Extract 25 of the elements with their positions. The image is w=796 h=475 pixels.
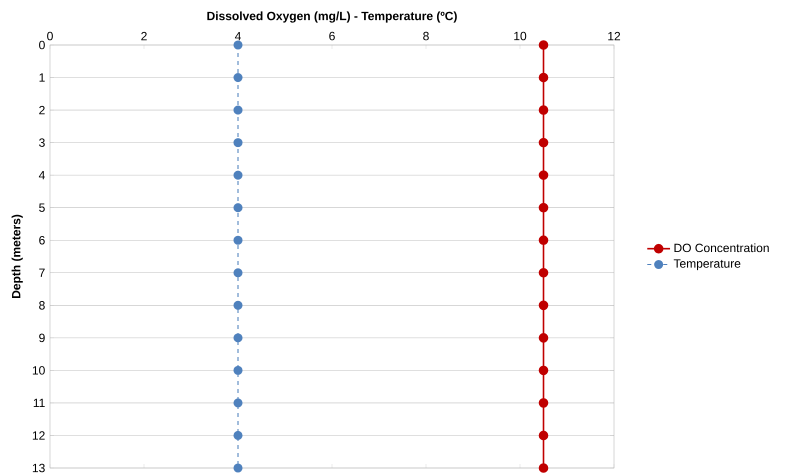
y-tick-label: 11 — [34, 398, 45, 408]
y-axis-title: Depth (meters) — [12, 214, 23, 298]
y-tick-label: 0 — [39, 40, 45, 50]
x-tick-label: 10 — [514, 32, 526, 40]
y-tick-label: 6 — [39, 236, 45, 244]
y-tick-label: 1 — [40, 73, 45, 82]
y-tick-label: 2 — [39, 106, 45, 114]
x-tick-label: 6 — [329, 32, 335, 40]
x-tick-label: 8 — [423, 32, 429, 40]
y-tick-label: 9 — [39, 334, 45, 342]
legend-label: DO Concentration — [674, 243, 769, 252]
legend-label: Temperature — [674, 259, 740, 270]
x-tick-label: 12 — [608, 32, 620, 40]
x-tick-label: 2 — [141, 32, 147, 40]
y-tick-label: 12 — [32, 431, 45, 440]
y-tick-label: 8 — [39, 301, 45, 310]
y-tick-label: 13 — [32, 464, 45, 472]
y-tick-label: 10 — [32, 366, 45, 375]
y-tick-label: 5 — [39, 204, 45, 212]
y-tick-label: 4 — [38, 171, 45, 180]
y-tick-label: 7 — [39, 268, 45, 277]
x-tick-label: 4 — [234, 32, 241, 40]
y-tick-label: 3 — [39, 138, 45, 147]
x-axis-title: Dissolved Oxygen (mg/L) - Temperature (ºC) — [207, 11, 457, 23]
x-tick-label: 0 — [47, 32, 53, 40]
